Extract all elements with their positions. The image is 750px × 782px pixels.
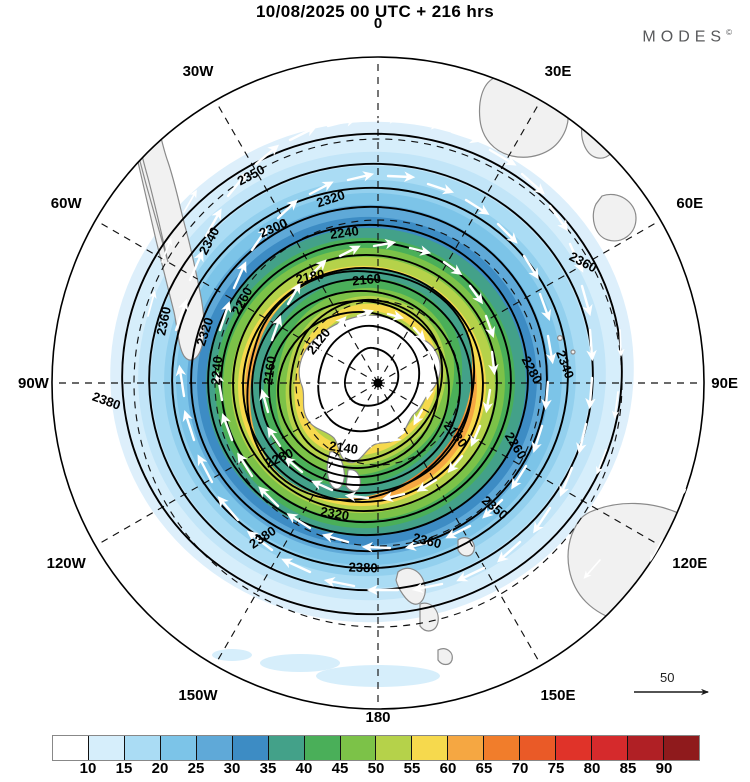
- colorbar-tick-label: 70: [511, 760, 529, 777]
- contour-label: 2240: [329, 223, 360, 242]
- reference-vector-arrow: [634, 688, 709, 696]
- colorbar-tick-label: 60: [439, 760, 457, 777]
- colorbar-swatch: [484, 736, 521, 760]
- contour-label: 2320: [319, 504, 350, 524]
- contour-label: 2160: [260, 355, 279, 386]
- colorbar-tick-label: 20: [151, 760, 169, 777]
- longitude-label-120W: 120W: [47, 555, 87, 572]
- colorbar-swatch: [124, 736, 161, 760]
- colorbar-swatch: [340, 736, 377, 760]
- longitude-label-150W: 150W: [178, 687, 218, 704]
- height-contours: [121, 132, 623, 616]
- colorbar-tick-label: 90: [655, 760, 673, 777]
- contour-label: 2180: [294, 266, 325, 287]
- colorbar-tick-label: 10: [79, 760, 97, 777]
- colorbar-tick-label: 85: [619, 760, 637, 777]
- colorbar-swatch: [663, 736, 699, 760]
- longitude-label-120E: 120E: [672, 555, 707, 572]
- colorbar-tick-label: 65: [475, 760, 493, 777]
- colorbar-tick-label: 35: [259, 760, 277, 777]
- colorbar-swatch: [268, 736, 305, 760]
- colorbar-tick-label: 15: [115, 760, 133, 777]
- reference-vector: 50: [632, 670, 732, 712]
- polar-map: 2350 2320 2300 2240 2340 2180 2160 2360 2360 2320…: [18, 15, 738, 726]
- colorbar-swatch: [376, 736, 413, 760]
- colorbar-tick-label: 45: [331, 760, 349, 777]
- longitude-label-group: 0 30E 60E 90E 120E 150E 180 150W 120W 90W 60W 30W: [18, 15, 738, 726]
- longitude-label-60W: 60W: [51, 195, 83, 212]
- contour-label: 2360: [153, 305, 174, 336]
- colorbar-swatch: [412, 736, 449, 760]
- colorbar-tick-label: 40: [295, 760, 313, 777]
- colorbar-tick-label: 30: [223, 760, 241, 777]
- longitude-label-90E: 90E: [711, 375, 738, 392]
- longitude-label-90W: 90W: [18, 375, 50, 392]
- modes-logo: MODES©: [642, 28, 732, 46]
- longitude-label-150E: 150E: [540, 687, 575, 704]
- copyright-mark: ©: [726, 28, 732, 37]
- reference-vector-label: 50: [660, 670, 675, 685]
- colorbar-swatch: [592, 736, 628, 760]
- colorbar-swatch: [160, 736, 197, 760]
- longitude-label-30W: 30W: [183, 63, 215, 80]
- south-pole-marker: [373, 378, 383, 388]
- colorbar-swatch: [88, 736, 125, 760]
- colorbar-swatch: [556, 736, 593, 760]
- colorbar-swatch: [628, 736, 664, 760]
- colorbar-swatch: [232, 736, 269, 760]
- wind-vectors: [147, 113, 691, 619]
- modes-logo-text: MODES: [642, 28, 727, 46]
- colorbar: [52, 735, 700, 761]
- colorbar-swatch: [448, 736, 485, 760]
- longitude-label-30E: 30E: [545, 63, 572, 80]
- contour-label: 2160: [351, 271, 381, 289]
- contour-label: 2140: [328, 438, 359, 457]
- longitude-label-180: 180: [365, 709, 390, 726]
- colorbar-swatch: [53, 736, 89, 760]
- contour-label: 2240: [208, 356, 225, 386]
- contour-label: 2380: [348, 560, 377, 576]
- contour-label: 2360: [411, 530, 443, 552]
- page-title: 10/08/2025 00 UTC + 216 hrs: [255, 2, 495, 21]
- colorbar-ticks: 10 15 20 25 30 35 40 45 50 55 60 65 70 75 80 85 90: [0, 760, 750, 782]
- colorbar-swatch: [196, 736, 233, 760]
- longitude-label-60E: 60E: [676, 195, 703, 212]
- colorbar-tick-label: 50: [367, 760, 385, 777]
- colorbar-swatch: [304, 736, 341, 760]
- colorbar-tick-label: 80: [583, 760, 601, 777]
- colorbar-tick-label: 25: [187, 760, 205, 777]
- longitude-label-0: 0: [374, 15, 382, 32]
- map-boundary: [51, 56, 705, 710]
- colorbar-tick-label: 55: [403, 760, 421, 777]
- colorbar-tick-label: 75: [547, 760, 565, 777]
- colorbar-swatch: [520, 736, 557, 760]
